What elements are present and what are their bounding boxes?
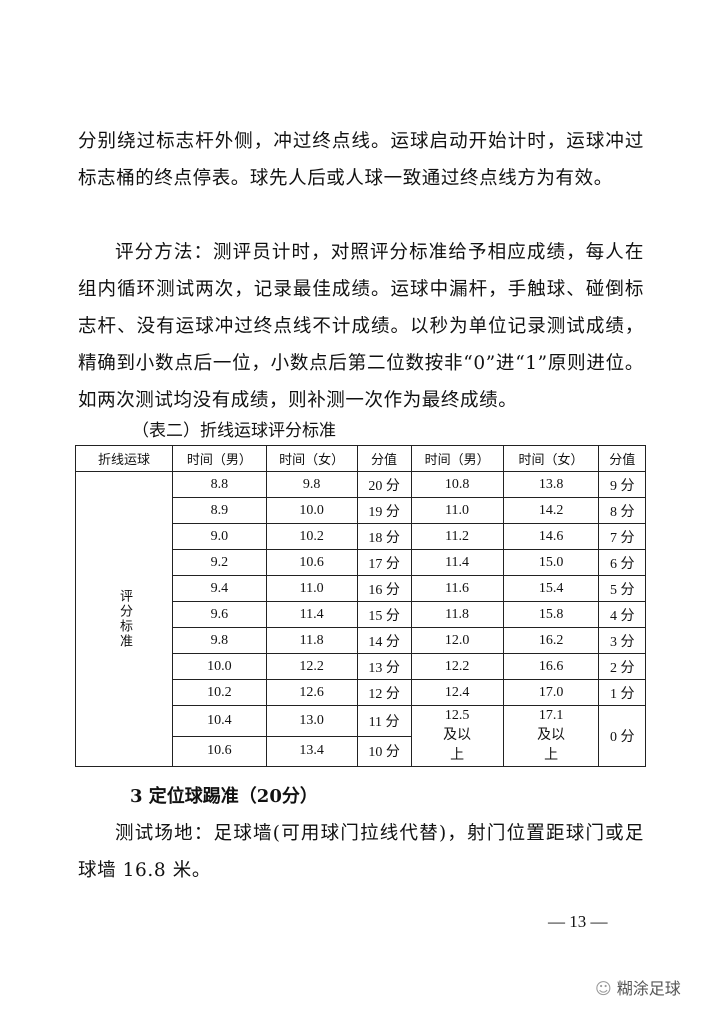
table-cell: 12 分	[356, 679, 412, 706]
table-cell-merged: 12.5 及以上	[410, 705, 504, 767]
table-cell: 14.6	[502, 523, 600, 550]
table-cell: 10.6	[172, 735, 267, 767]
table-cell: 15 分	[356, 601, 412, 628]
table-cell: 10.2	[265, 523, 358, 550]
table-cell: 16.2	[502, 627, 600, 654]
table-cell: 11.0	[265, 575, 358, 602]
column-header: 时间（女）	[265, 445, 358, 472]
section-heading: 3 定位球踢准（20分）	[130, 786, 318, 807]
table-cell: 14 分	[356, 627, 412, 654]
column-header: 时间（男）	[172, 445, 267, 472]
table-row: 9.6 11.4 15 分 11.8 15.8 4 分	[76, 601, 646, 628]
table-cell: 20 分	[356, 471, 412, 498]
table-cell: 16 分	[356, 575, 412, 602]
table-cell: 17 分	[356, 549, 412, 576]
table-cell: 10.0	[172, 653, 267, 680]
table-cell: 9.8	[172, 627, 267, 654]
column-header: 折线运球	[75, 445, 173, 472]
paragraph-1: 分别绕过标志杆外侧，冲过终点线。运球启动开始计时，运球冲过标志桶的终点停表。球先…	[78, 131, 644, 189]
table-cell: 8.9	[172, 497, 267, 524]
table-row: 9.4 11.0 16 分 11.6 15.4 5 分	[76, 575, 646, 602]
column-header: 时间（女）	[502, 445, 600, 472]
table-cell: 11.2	[410, 523, 504, 550]
table-cell: 12.0	[410, 627, 504, 654]
table-cell-merged: 17.1 及以上	[502, 705, 600, 767]
table-cell: 11.8	[410, 601, 504, 628]
scoring-table: 折线运球 时间（男） 时间（女） 分值 时间（男） 时间（女） 分值 评分标准 8.8 9.8 2…	[75, 445, 646, 767]
table-cell: 18 分	[356, 523, 412, 550]
table-cell: 16.6	[502, 653, 600, 680]
table-cell: 8.8	[172, 471, 267, 498]
table-cell: 7 分	[598, 523, 646, 550]
table-caption: （表二）折线运球评分标准	[132, 421, 336, 441]
column-header: 分值	[356, 445, 412, 472]
table-cell: 8 分	[598, 497, 646, 524]
table-cell: 15.0	[502, 549, 600, 576]
table-cell: 14.2	[502, 497, 600, 524]
table-cell: 10.6	[265, 549, 358, 576]
table-row: 9.0 10.2 18 分 11.2 14.6 7 分	[76, 523, 646, 550]
paragraph-2: 评分方法：测评员计时，对照评分标准给予相应成绩，每人在组内循环测试两次，记录最佳…	[78, 242, 644, 411]
table-cell: 11.4	[410, 549, 504, 576]
table-row: 9.2 10.6 17 分 11.4 15.0 6 分	[76, 549, 646, 576]
table-cell: 2 分	[598, 653, 646, 680]
paragraph-3: 测试场地：足球墙(可用球门拉线代替)，射门位置距球门或足球墙 16.8 米。	[78, 823, 644, 881]
table-cell: 10.4	[172, 705, 267, 737]
table-cell: 5 分	[598, 575, 646, 602]
table-cell: 10.8	[410, 471, 504, 498]
table-cell: 11.4	[265, 601, 358, 628]
table-cell: 15.4	[502, 575, 600, 602]
table-cell-merged: 0 分	[598, 705, 646, 767]
column-header: 时间（男）	[410, 445, 504, 472]
table-cell: 11 分	[356, 705, 412, 737]
table-cell: 11.0	[410, 497, 504, 524]
table-cell: 9.4	[172, 575, 267, 602]
table-cell: 6 分	[598, 549, 646, 576]
table-cell: 10 分	[356, 735, 412, 767]
column-header: 分值	[598, 445, 646, 472]
table-cell: 3 分	[598, 627, 646, 654]
table-header: 折线运球 时间（男） 时间（女） 分值 时间（男） 时间（女） 分值	[75, 445, 646, 472]
table-row: 8.9 10.0 19 分 11.0 14.2 8 分	[76, 497, 646, 524]
table-cell: 13.0	[265, 705, 358, 737]
table-cell: 13 分	[356, 653, 412, 680]
table-cell: 9.0	[172, 523, 267, 550]
page-number: — 13 —	[548, 912, 608, 931]
table-cell: 13.8	[502, 471, 600, 498]
table-row: 10.2 12.6 12 分 12.4 17.0 1 分	[76, 679, 646, 706]
watermark: ☺ 糊涂足球	[595, 975, 681, 999]
table-cell: 11.6	[410, 575, 504, 602]
table-cell: 17.0	[502, 679, 600, 706]
table-cell: 12.4	[410, 679, 504, 706]
table-cell: 11.8	[265, 627, 358, 654]
table-cell: 9 分	[598, 471, 646, 498]
watermark-text: 糊涂足球	[616, 979, 681, 998]
table-cell: 12.2	[410, 653, 504, 680]
table-cell: 9.8	[265, 471, 358, 498]
table-cell: 13.4	[265, 735, 358, 767]
table-cell: 15.8	[502, 601, 600, 628]
table-cell: 9.6	[172, 601, 267, 628]
table-row: 10.6 13.4 10 分	[76, 735, 646, 767]
table-cell: 9.2	[172, 549, 267, 576]
table-row: 评分标准 8.8 9.8 20 分 10.8 13.8 9 分	[75, 471, 646, 767]
table-cell: 10.0	[265, 497, 358, 524]
row-label: 评分标准	[75, 471, 173, 767]
table-cell: 12.2	[265, 653, 358, 680]
table-row: 10.4 13.0 11 分 12.5 及以上 17.1 及以上 0 分	[76, 705, 646, 767]
table-cell: 12.6	[265, 679, 358, 706]
table-cell: 10.2	[172, 679, 267, 706]
table-cell: 19 分	[356, 497, 412, 524]
wechat-icon: ☺	[595, 979, 617, 998]
table-cell: 1 分	[598, 679, 646, 706]
table-cell: 4 分	[598, 601, 646, 628]
